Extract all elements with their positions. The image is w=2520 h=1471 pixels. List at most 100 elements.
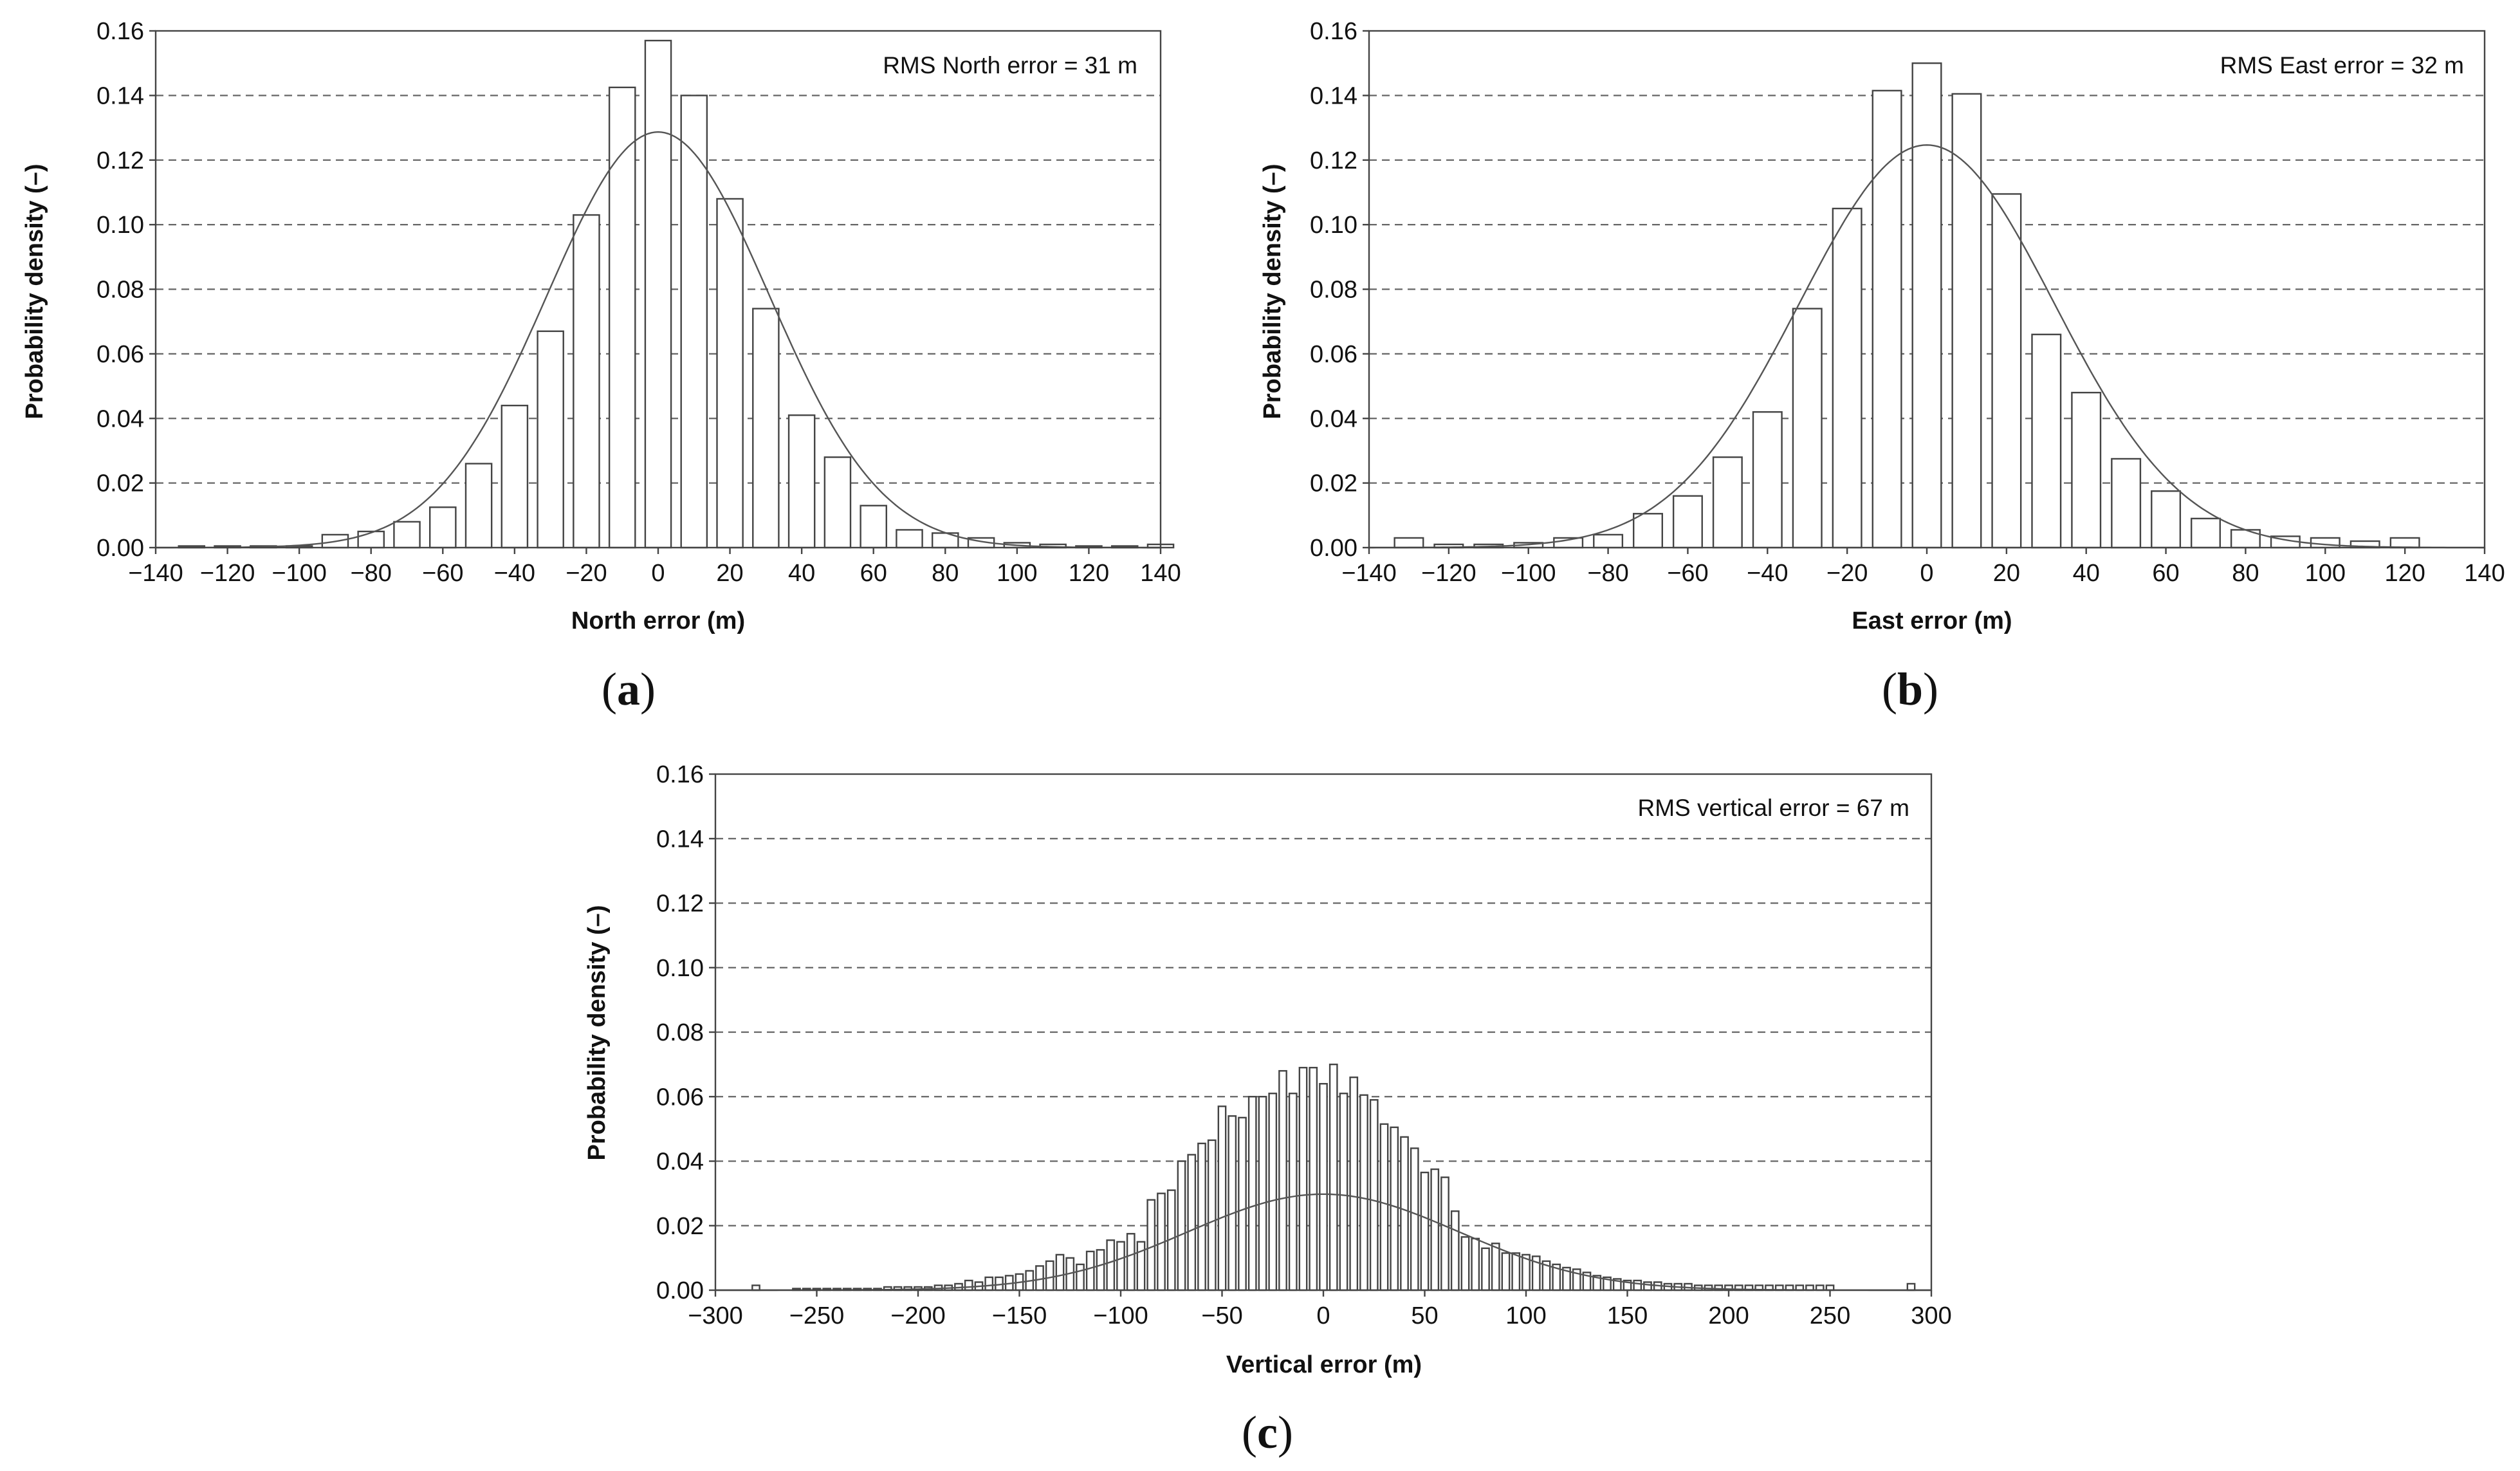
panel-b-xtick-label-0: −140	[1341, 560, 1397, 587]
panel-a-xtick-label-6: −20	[566, 560, 607, 587]
panel-a-bar-10	[537, 330, 564, 549]
panel-c-bar-56	[1349, 1076, 1359, 1291]
panel-c-bar-51	[1298, 1066, 1308, 1291]
panel-a-ytick-label-6: 0.12	[97, 147, 144, 174]
panel-b-xtick-label-11: 80	[2232, 560, 2259, 587]
panel-b-xtick-label-4: −60	[1667, 560, 1708, 587]
panel-c-bar-39	[1177, 1160, 1186, 1291]
panel-a-plot-area: 0.00 0.02 0.04 0.06 0.08 0.10 0.12 0.14 0.16 −140…	[97, 18, 1181, 587]
panel-b-bar-23	[2310, 537, 2341, 549]
panel-b-bar-25	[2389, 537, 2420, 549]
panel-b-xtick-label-10: 60	[2152, 560, 2179, 587]
panel-c-ytick-label-3: 0.06	[656, 1084, 704, 1111]
panel-b-xtick-label-12: 100	[2305, 560, 2346, 587]
panel-c-bar-44	[1228, 1115, 1237, 1291]
panel-b-xtick-label-6: −20	[1826, 560, 1868, 587]
panel-a-bar-7	[429, 506, 457, 549]
panel-c-xtick-label-2: −200	[890, 1302, 946, 1329]
panel-a-xtick-label-7: 0	[651, 560, 665, 587]
panel-c-xtick-label-6: 0	[1316, 1302, 1330, 1329]
panel-a-bar-19	[860, 504, 887, 549]
panel-c-label: (c)	[1242, 1407, 1293, 1458]
panel-c-bar-53	[1319, 1082, 1328, 1291]
panel-c-xtick-label-9: 150	[1607, 1302, 1648, 1329]
panel-a-xtick-label-10: 60	[860, 560, 887, 587]
panel-c-xtick-label-10: 200	[1708, 1302, 1749, 1329]
panel-a-bar-8	[464, 463, 493, 549]
panel-c-bar-58	[1369, 1099, 1379, 1291]
panel-c-xtick-label-4: −100	[1093, 1302, 1148, 1329]
panel-a-ytick-label-2: 0.04	[97, 405, 144, 432]
panel-c-bar-46	[1247, 1096, 1257, 1291]
panel-a-ytick-label-8: 0.16	[97, 18, 144, 45]
panel-c-bar-68	[1471, 1237, 1480, 1291]
panel-b-xtick-label-2: −100	[1501, 560, 1556, 587]
panel-a-bar-16	[752, 308, 780, 549]
panel-b-fit-curve	[1369, 144, 2485, 549]
panel-c-bar-60	[1390, 1126, 1399, 1291]
panel-c-bar-71	[1501, 1252, 1511, 1291]
panel-c-bar-69	[1481, 1247, 1490, 1291]
panel-c-bar-32	[1106, 1239, 1116, 1291]
panel-a-xtick-label-1: −120	[200, 560, 255, 587]
panel-a-xtick-label-0: −140	[128, 560, 183, 587]
panel-b-ytick-label-3: 0.06	[1310, 341, 1357, 368]
panel-c-bar-18	[964, 1279, 973, 1291]
panel-b-xtick-label-14: 140	[2464, 560, 2505, 587]
panel-a-north-error: 0.00 0.02 0.04 0.06 0.08 0.10 0.12 0.14 0.16 −140…	[21, 18, 1181, 715]
panel-c-ytick-label-4: 0.08	[656, 1019, 704, 1046]
panel-b-bar-13	[1911, 62, 1942, 549]
panel-a-xtick-label-13: 120	[1069, 560, 1109, 587]
panel-c-bar-31	[1096, 1249, 1105, 1291]
panel-c-ytick-label-5: 0.10	[656, 955, 704, 982]
panel-b-bar-6	[1633, 513, 1663, 549]
panel-a-bar-13	[644, 39, 672, 549]
panel-b-bar-19	[2151, 490, 2182, 549]
panel-b-letter: b	[1897, 663, 1923, 715]
panel-c-bar-34	[1126, 1233, 1136, 1291]
panel-b-bar-9	[1752, 411, 1783, 549]
panel-c-bar-33	[1116, 1241, 1125, 1291]
panel-b-xtick-label-1: −120	[1421, 560, 1476, 587]
panel-b-ytick-label-7: 0.14	[1310, 82, 1357, 109]
panel-b-ylabel: Probability density (–)	[1259, 164, 1286, 420]
panel-c-ytick-label-6: 0.12	[656, 891, 704, 918]
panel-c-plot-frame	[714, 773, 1933, 1291]
panel-c-ytick-label-7: 0.14	[656, 826, 704, 853]
panel-a-label: (a)	[602, 663, 656, 715]
panel-a-xtick-label-5: −40	[494, 560, 535, 587]
panel-a-xtick-label-8: 20	[716, 560, 743, 587]
panel-a-xtick-label-14: 140	[1140, 560, 1181, 587]
panel-b-xtick-label-13: 120	[2384, 560, 2425, 587]
panel-c-bar-84	[1633, 1279, 1642, 1291]
panel-c-bar-63	[1420, 1171, 1430, 1291]
panel-a-xtick-label-12: 100	[997, 560, 1037, 587]
panel-b-xtick-label-3: −80	[1587, 560, 1628, 587]
panel-c-xtick-label-0: −300	[688, 1302, 743, 1329]
panel-b-ytick-label-2: 0.04	[1310, 405, 1357, 432]
panel-b-xtick-label-7: 0	[1920, 560, 1933, 587]
panel-a-bar-11	[573, 214, 600, 549]
panel-b-bar-11	[1832, 207, 1862, 549]
panel-c-bar-47	[1258, 1096, 1267, 1291]
panel-b-bar-10	[1792, 308, 1823, 549]
panel-c-ytick-label-8: 0.16	[656, 761, 704, 788]
panel-a-ytick-label-5: 0.10	[97, 212, 144, 239]
panel-c-xtick-label-1: −250	[789, 1302, 845, 1329]
panel-a-xtick-label-3: −80	[350, 560, 391, 587]
panel-b-bar-8	[1712, 456, 1743, 549]
panel-c-bar-40	[1187, 1154, 1197, 1291]
panel-c-bar-65	[1440, 1176, 1449, 1291]
panel-a-bar-6	[393, 521, 421, 549]
panel-a-letter: a	[617, 663, 640, 715]
panel-c-bar-59	[1379, 1123, 1389, 1291]
panel-c-bar-30	[1085, 1250, 1095, 1291]
panel-c-bar-72	[1511, 1252, 1521, 1291]
panel-c-bar-54	[1329, 1063, 1338, 1291]
panel-b-bar-16	[2031, 333, 2062, 549]
panel-b-bar-18	[2111, 458, 2142, 549]
panel-c-bar-67	[1460, 1236, 1470, 1291]
panel-c-bar-104	[1906, 1282, 1916, 1291]
panel-b-bar-7	[1672, 495, 1703, 549]
